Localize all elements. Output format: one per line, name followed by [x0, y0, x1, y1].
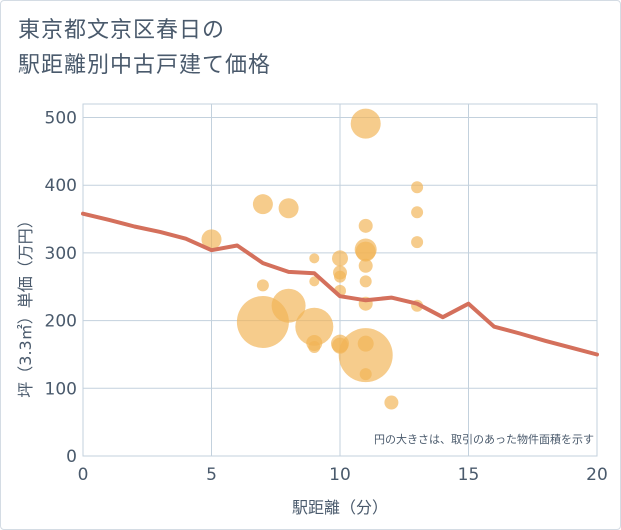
data-point [355, 241, 376, 262]
data-point [278, 198, 299, 219]
x-tick-label: 20 [586, 465, 608, 485]
x-tick-label: 5 [206, 465, 217, 485]
data-point [308, 341, 321, 354]
data-point [384, 395, 399, 410]
data-point [358, 218, 373, 233]
trend-line-group [81, 211, 599, 357]
y-tick-label: 0 [66, 447, 77, 467]
x-tick-label: 10 [329, 465, 351, 485]
y-axis-title: 坪（3.3㎡）単価（万円） [16, 212, 35, 397]
data-point [411, 206, 424, 219]
y-tick-label: 300 [45, 244, 77, 264]
data-point [334, 270, 346, 283]
data-point [309, 253, 320, 264]
data-point [256, 279, 269, 292]
data-point [332, 250, 348, 267]
data-point [358, 258, 373, 273]
x-tick-label: 15 [458, 465, 480, 485]
data-point [411, 181, 424, 194]
data-point [252, 194, 273, 215]
data-point [271, 288, 306, 323]
data-point [338, 328, 393, 383]
data-point [411, 236, 424, 249]
y-tick-label: 400 [45, 176, 77, 196]
data-point [201, 229, 222, 250]
y-tick-label: 200 [45, 312, 77, 332]
trend-line [81, 211, 599, 357]
data-point [350, 108, 381, 139]
data-point [309, 276, 320, 287]
x-tick-labels: 0 5 10 15 20 [78, 465, 608, 485]
data-point [295, 307, 334, 346]
chart-title: 東京都文京区春日の 駅距離別中古戸建て価格 [18, 18, 272, 78]
x-axis-title: 駅距離（分） [292, 498, 388, 517]
data-point [359, 368, 372, 381]
size-annotation: 円の大きさは、取引のあった物件面積を示す [374, 432, 594, 446]
y-tick-labels: 0 100 200 300 400 500 [45, 109, 77, 467]
y-tick-label: 100 [45, 379, 77, 399]
y-tick-label: 500 [45, 109, 77, 129]
data-point [359, 275, 372, 288]
x-tick-label: 0 [78, 465, 89, 485]
